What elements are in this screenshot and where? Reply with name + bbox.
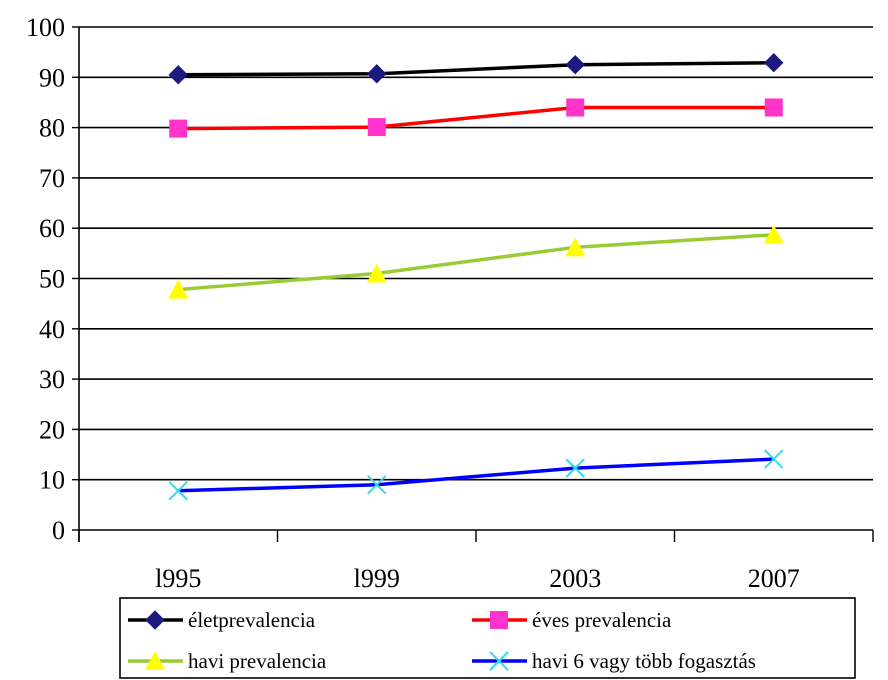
series-lines: [168, 53, 784, 501]
legend-label-3: havi 6 vagy több fogasztás: [532, 649, 756, 673]
legend-label-2: havi prevalencia: [188, 649, 327, 673]
point-s2-2: [565, 237, 586, 257]
point-s2-0: [168, 279, 189, 299]
point-s0-3: [764, 53, 784, 73]
point-s0-1: [367, 64, 387, 84]
y-tick-label-10: 10: [39, 466, 65, 495]
legend-marker-2: [145, 651, 165, 670]
tick-labels: 0 10 20 30 40 50 60 70 80 90 100 l995 l999 2003 2007: [26, 13, 800, 593]
legend-label-1: éves prevalencia: [532, 608, 672, 632]
y-tick-label-30: 30: [39, 365, 65, 394]
point-s1-3: [764, 98, 783, 117]
gridlines: [79, 26, 873, 481]
point-s3-2-b: [565, 458, 585, 478]
legend-marker-0: [145, 610, 165, 630]
x-tick-label-2003: 2003: [549, 564, 601, 593]
y-tick-label-90: 90: [39, 63, 65, 92]
x-tick-label-2007: 2007: [748, 564, 800, 593]
y-tick-label-40: 40: [39, 315, 65, 344]
legend-box: [119, 597, 856, 679]
axes: [72, 26, 874, 542]
y-tick-label-60: 60: [39, 214, 65, 243]
point-s3-1: [367, 475, 387, 495]
point-s1-1: [367, 118, 386, 137]
point-s3-0: [168, 481, 188, 501]
y-tick-label-100: 100: [26, 13, 65, 42]
point-s0-0: [168, 65, 188, 85]
point-s3-3: [764, 449, 784, 469]
legend-marker-3: [489, 651, 509, 671]
point-s3-3-b: [764, 449, 784, 469]
series-line-1: [178, 105, 774, 131]
legend-label-0: életprevalencia: [188, 608, 316, 632]
series-line-3: [178, 457, 774, 493]
legend-marker-1: [490, 611, 508, 629]
y-tick-label-20: 20: [39, 415, 65, 444]
x-tick-label-l999: l999: [354, 564, 400, 593]
legend: életprevalencia éves prevalencia havi prev…: [119, 597, 856, 679]
point-s2-1: [366, 263, 387, 283]
point-s0-2: [565, 55, 585, 75]
y-tick-label-70: 70: [39, 164, 65, 193]
point-s1-2: [566, 98, 585, 117]
y-tick-label-0: 0: [52, 516, 65, 545]
legend-marker-3-b: [489, 651, 509, 671]
point-s1-0: [169, 119, 188, 138]
series-line-2: [178, 232, 774, 292]
point-s2-3: [763, 224, 784, 244]
x-tick-label-l995: l995: [155, 564, 201, 593]
point-s3-2: [565, 458, 585, 478]
point-s3-1-b: [367, 475, 387, 495]
point-s3-0-b: [168, 481, 188, 501]
y-tick-label-80: 80: [39, 114, 65, 143]
series-line-0: [178, 60, 774, 77]
y-tick-label-50: 50: [39, 265, 65, 294]
